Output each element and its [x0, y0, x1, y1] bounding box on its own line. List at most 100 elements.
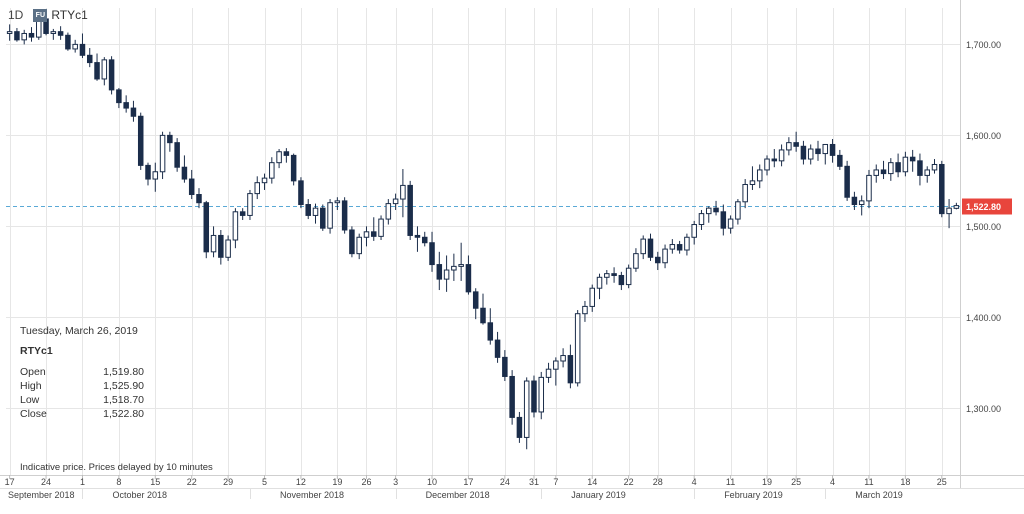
info-value: 1,522.80 [103, 408, 144, 420]
candle-body [502, 356, 508, 377]
candle-down [487, 308, 494, 345]
candle-body [553, 360, 559, 370]
candle-down [909, 149, 916, 172]
candle-up [662, 244, 668, 269]
period-selector[interactable]: 1D [8, 8, 24, 22]
candle-down [239, 208, 246, 220]
candle-down [421, 231, 428, 247]
candle-body [844, 165, 850, 198]
candle-body [72, 43, 78, 50]
candle-body [363, 231, 370, 238]
candle-body [371, 231, 377, 237]
x-tick-label: 22 [624, 477, 634, 487]
candle-body [21, 32, 27, 41]
candle-body [560, 355, 566, 362]
x-tick-label: 17 [463, 477, 473, 487]
candle-up [866, 169, 872, 209]
candle-body [786, 142, 792, 151]
candle-body [647, 238, 654, 258]
candle-body [829, 143, 836, 156]
candle-down [123, 95, 129, 113]
candle-up [684, 233, 690, 256]
info-label: Open [20, 366, 46, 378]
candle-body [254, 182, 261, 195]
info-symbol: RTYc1 [20, 345, 53, 357]
info-date: Tuesday, March 26, 2019 [20, 325, 138, 337]
delay-note: Indicative price. Prices delayed by 10 m… [20, 462, 213, 473]
x-month-label: January 2019 [571, 490, 626, 500]
candle-down [407, 180, 413, 240]
candle-body [400, 184, 406, 200]
candle-down [14, 28, 20, 42]
candle-up [523, 377, 530, 450]
candle-body [443, 269, 450, 280]
candle-body [902, 156, 909, 173]
candle-body [261, 177, 268, 184]
candle-up [72, 39, 78, 53]
symbol-selector[interactable]: FU RTYc1 [33, 8, 88, 22]
candle-body [28, 32, 35, 38]
candle-down [79, 33, 86, 59]
candle-body [596, 276, 603, 289]
candle-up [604, 270, 610, 285]
candle-down [290, 153, 297, 186]
candle-down [283, 148, 290, 163]
candle-body [392, 198, 399, 205]
candle-body [662, 248, 668, 264]
candle-up [6, 24, 13, 41]
candle-body [145, 164, 151, 180]
candle-up [742, 179, 748, 209]
candle-up [582, 300, 588, 322]
y-tick-label: 1,700.00 [966, 40, 1001, 50]
candle-body [181, 166, 188, 180]
candle-body [909, 156, 916, 162]
candle-up [873, 164, 880, 183]
candle-down [305, 199, 311, 220]
candle-up [705, 206, 712, 223]
chart-toolbar: 1D FU RTYc1 [8, 6, 88, 24]
candle-body [137, 115, 144, 166]
candle-down [174, 138, 180, 172]
candle-up [400, 169, 406, 218]
x-tick-label: 11 [864, 477, 873, 487]
candle-up [691, 220, 697, 245]
candle-body [574, 313, 581, 384]
candle-body [101, 59, 108, 80]
candle-up [247, 189, 253, 220]
candle-down [502, 350, 508, 382]
candle-body [669, 244, 676, 250]
candle-body [14, 31, 20, 41]
candle-down [196, 188, 202, 209]
candle-body [349, 229, 355, 255]
candle-body [720, 211, 727, 229]
candle-body [800, 145, 807, 160]
candle-body [225, 239, 231, 258]
x-tick-label: 24 [41, 477, 51, 487]
candle-body [939, 163, 945, 215]
candle-down [429, 231, 435, 272]
candle-down [939, 160, 945, 218]
candle-body [582, 305, 588, 315]
candle-body [334, 200, 341, 204]
candle-up [334, 197, 341, 210]
candle-down [465, 255, 472, 295]
candle-up [225, 235, 231, 261]
candle-up [538, 371, 545, 420]
candle-up [778, 144, 785, 167]
candle-down [188, 169, 195, 200]
candle-body [815, 148, 821, 155]
candle-down [618, 271, 625, 291]
candle-body [327, 202, 333, 229]
candle-body [203, 202, 210, 253]
candle-down [837, 149, 843, 170]
candle-body [713, 207, 719, 213]
candle-up [451, 253, 457, 281]
candle-body [698, 213, 705, 226]
candle-down [676, 240, 683, 254]
candle-down [130, 100, 137, 122]
candle-body [50, 31, 57, 34]
candle-up [392, 193, 399, 210]
x-tick-label: 19 [762, 477, 772, 487]
candle-up [50, 28, 57, 40]
